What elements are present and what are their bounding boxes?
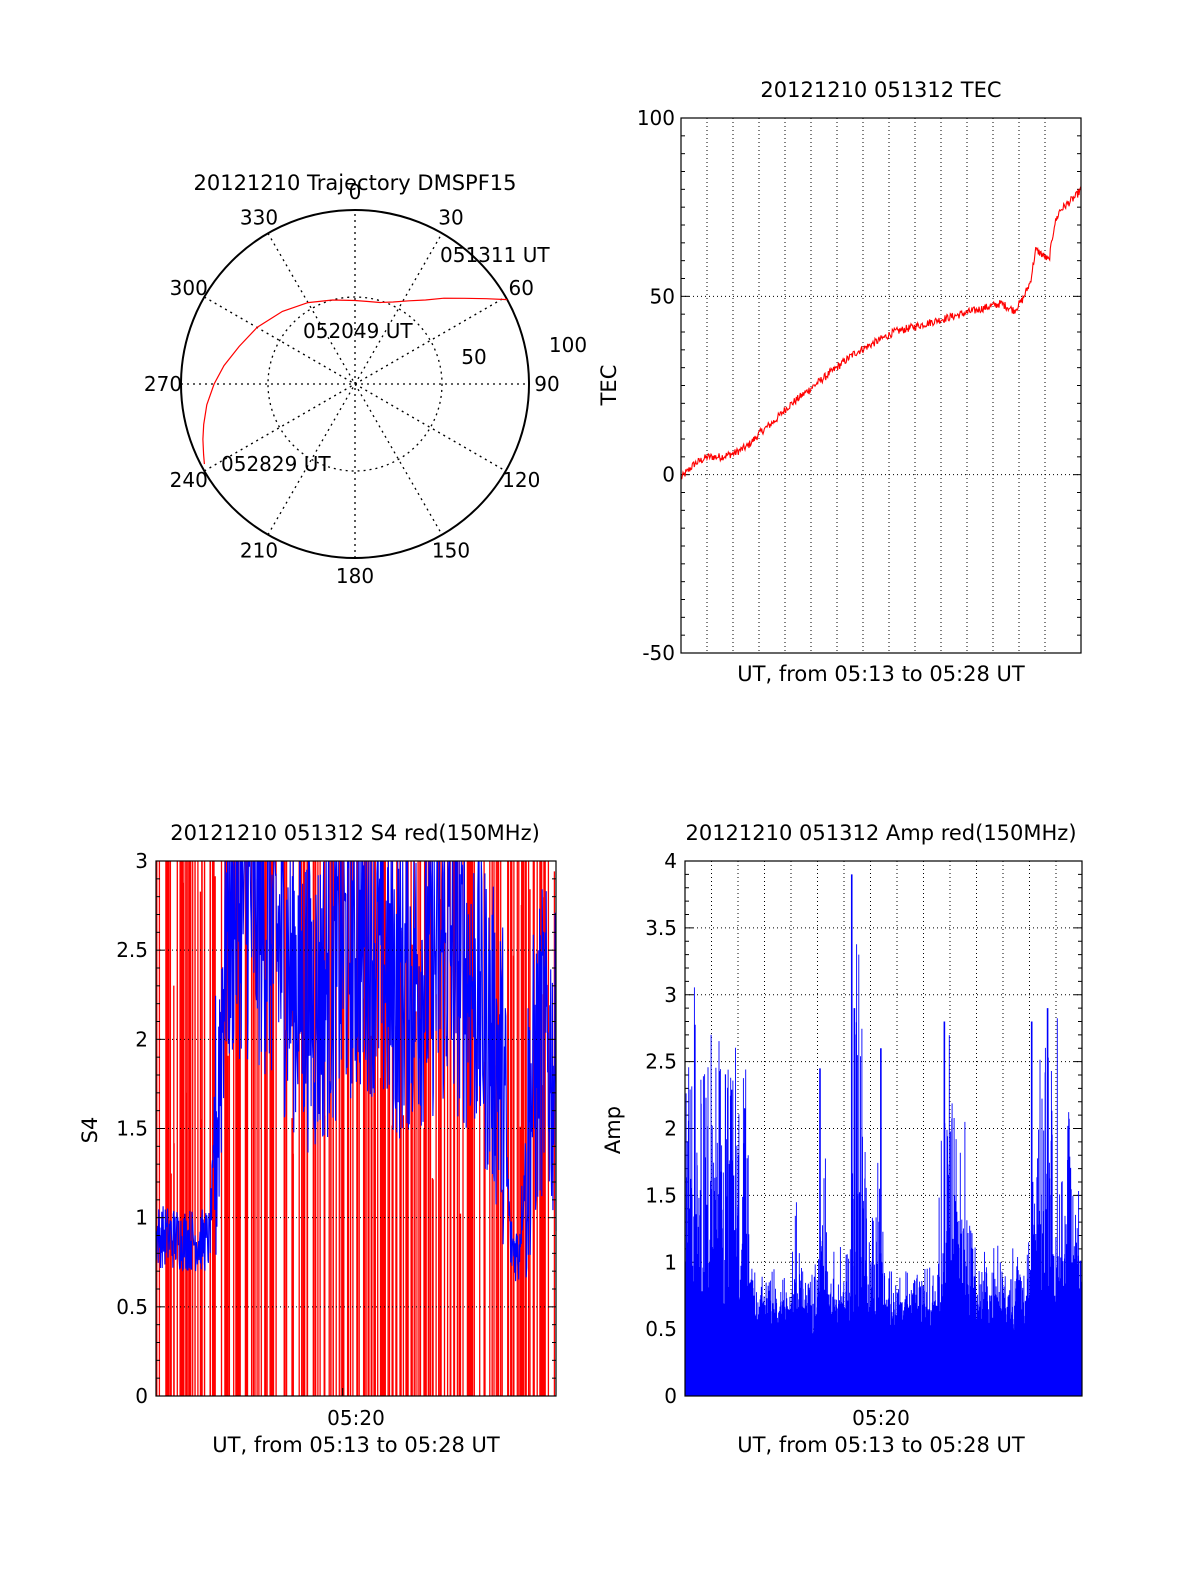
tec-y-tick-label: -50: [642, 641, 675, 665]
azimuth-label: 30: [438, 206, 463, 230]
s4-blue-series: [155, 860, 557, 1282]
polar-ring-50: [267, 296, 443, 472]
trajectory-title: 20121210 Trajectory DMSPF15: [193, 171, 516, 195]
tec-panel: 20121210 051312 TEC 100 50 0 -50 UT, from 0…: [597, 78, 1082, 686]
radial-label: 50: [461, 345, 486, 369]
amp-spikes: [684, 944, 1083, 1396]
amp-title: 20121210 051312 Amp red(150MHz): [685, 821, 1076, 845]
s4-y-tick-label: 1.5: [116, 1117, 148, 1141]
amp-y-tick-label: 0: [664, 1384, 677, 1408]
trajectory-azimuth-labels: 0 30 60 90 120 150 180 210 240 270 300 330: [144, 180, 560, 588]
tec-x-label: UT, from 05:13 to 05:28 UT: [737, 662, 1025, 686]
amp-y-label: Amp: [601, 1106, 625, 1154]
s4-y-tick-label: 0: [135, 1384, 148, 1408]
tec-grid: [681, 117, 1081, 654]
tec-title: 20121210 051312 TEC: [760, 78, 1001, 102]
azimuth-label: 180: [336, 564, 374, 588]
azimuth-label: 210: [240, 538, 278, 562]
tec-y-tick-label: 100: [637, 106, 675, 130]
amp-panel: 20121210 051312 Amp red(150MHz) 4 3.5 3 2.5…: [601, 821, 1083, 1457]
azimuth-label: 60: [509, 276, 534, 300]
amp-y-tick-label: 3: [664, 983, 677, 1007]
azimuth-label: 300: [170, 276, 208, 300]
s4-x-label: UT, from 05:13 to 05:28 UT: [212, 1433, 500, 1457]
tec-series: [680, 186, 1082, 480]
s4-y-label: S4: [78, 1117, 102, 1144]
trajectory-mid-label: 052049 UT: [303, 319, 413, 343]
tec-line: [680, 186, 1082, 480]
amp-y-tick-label: 2.5: [645, 1050, 677, 1074]
azimuth-label: 150: [432, 538, 470, 562]
s4-panel: 20121210 051312 S4 red(150MHz) 3 2.5 2 1.5 1…: [78, 821, 557, 1457]
amp-y-tick-label: 1: [664, 1250, 677, 1274]
azimuth-label: 240: [170, 468, 208, 492]
trajectory-start-label: 051311 UT: [440, 243, 550, 267]
s4-y-tick-label: 2: [135, 1027, 148, 1051]
amp-x-tick-label: 05:20: [852, 1406, 910, 1430]
amp-y-tick-labels: 4 3.5 3 2.5 2 1.5 1 0.5 0: [645, 849, 677, 1408]
azimuth-label: 330: [240, 206, 278, 230]
tec-y-tick-labels: 100 50 0 -50: [637, 106, 675, 665]
s4-y-tick-labels: 3 2.5 2 1.5 1 0.5 0: [116, 849, 148, 1408]
trajectory-end-label: 052829 UT: [221, 452, 331, 476]
amp-y-tick-label: 2: [664, 1117, 677, 1141]
amp-plot-frame: [684, 860, 1083, 1397]
s4-y-tick-label: 0.5: [116, 1295, 148, 1319]
s4-y-tick-label: 1: [135, 1206, 148, 1230]
amp-y-tick-label: 0.5: [645, 1317, 677, 1341]
trajectory-line: [202, 297, 508, 465]
amp-y-tick-label: 4: [664, 849, 677, 873]
s4-y-tick-label: 3: [135, 849, 148, 873]
s4-grid: [156, 860, 556, 1397]
s4-y-tick-label: 2.5: [116, 938, 148, 962]
amp-y-tick-label: 1.5: [645, 1183, 677, 1207]
tec-y-tick-label: 50: [650, 284, 675, 308]
s4-title: 20121210 051312 S4 red(150MHz): [170, 821, 540, 845]
azimuth-label: 0: [349, 180, 362, 204]
tec-plot-frame: [680, 117, 1082, 654]
trajectory-panel: 20121210 Trajectory DMSPF15 0 30 60 90 120 15…: [144, 171, 587, 588]
s4-plot-frame: [155, 860, 557, 1397]
azimuth-label: 120: [502, 468, 540, 492]
amp-series: [684, 874, 1083, 1396]
azimuth-label: 270: [144, 372, 182, 396]
polar-spoke: [267, 232, 443, 536]
azimuth-label: 90: [534, 372, 559, 396]
tec-y-tick-label: 0: [662, 463, 675, 487]
amp-y-tick-label: 3.5: [645, 916, 677, 940]
tec-y-label: TEC: [597, 365, 621, 407]
trajectory-grid: [180, 209, 530, 559]
radial-label: 100: [549, 333, 587, 357]
trajectory-radial-labels: 50 100: [461, 333, 587, 369]
trajectory-series: [202, 297, 508, 465]
amp-x-label: UT, from 05:13 to 05:28 UT: [737, 1433, 1025, 1457]
s4-x-tick-label: 05:20: [327, 1406, 385, 1430]
